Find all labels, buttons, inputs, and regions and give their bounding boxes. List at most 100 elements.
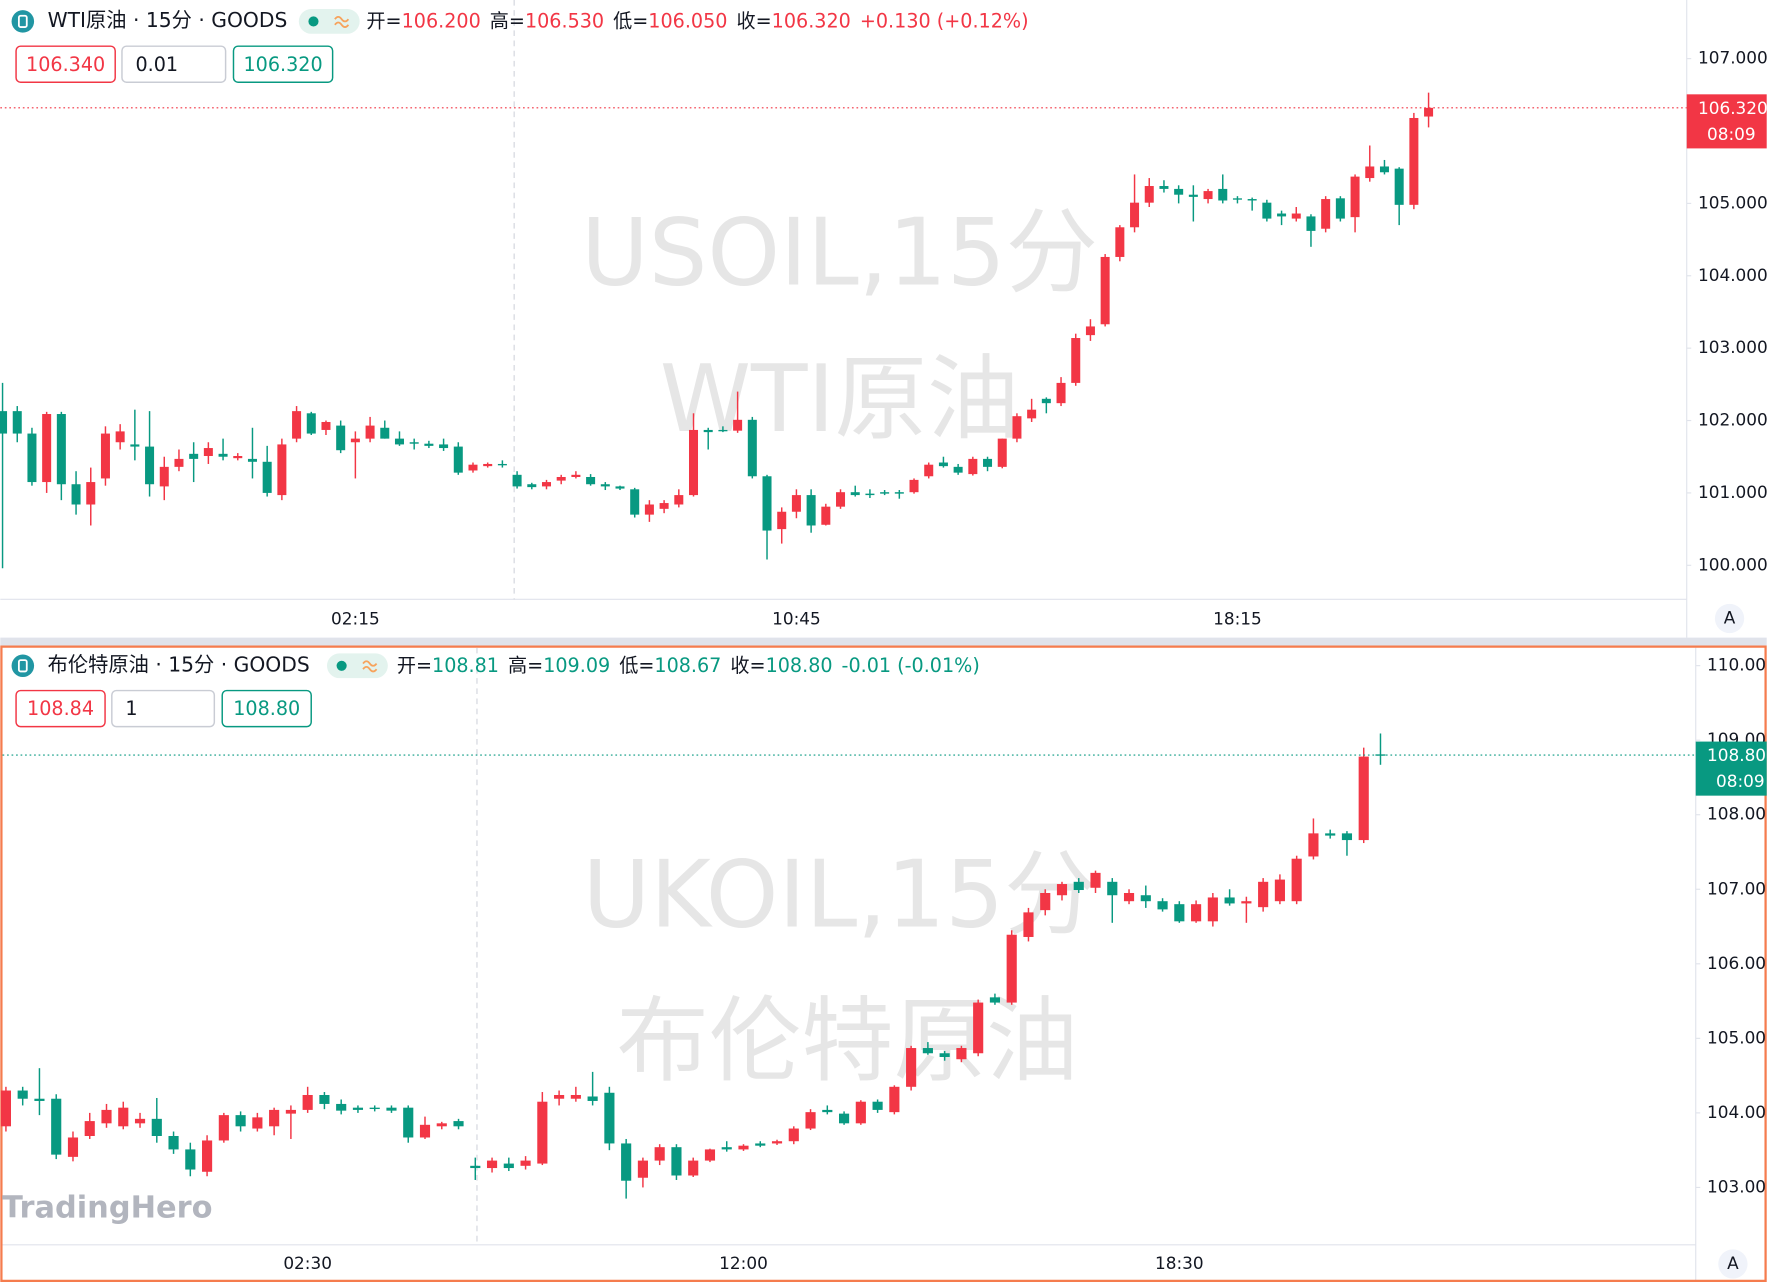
ohlc-legend: 开=106.200 高=106.530 低=106.050 收=106.320 +0.1… [366, 9, 1028, 32]
candle-body [185, 1149, 196, 1170]
status-dot [336, 660, 347, 671]
candle-body [689, 429, 699, 496]
quote-box[interactable] [111, 689, 216, 728]
quote-box[interactable] [15, 689, 106, 728]
candle-body [218, 453, 228, 457]
candle-body [855, 1101, 866, 1124]
legend-key: 开= [397, 653, 432, 676]
candle-body [541, 482, 552, 487]
candle-body [953, 466, 963, 473]
candle-body [1174, 188, 1184, 195]
candle-body [1056, 884, 1068, 896]
candle-body [0, 1090, 11, 1127]
candle-body [637, 1160, 648, 1178]
candle-body [822, 1109, 833, 1113]
candle-body [71, 484, 81, 505]
symbol-title: 布伦特原油 · 15分 · GOODS [48, 652, 310, 676]
candle-body [168, 1135, 179, 1150]
candle-body [1071, 338, 1081, 383]
candle-body [100, 433, 110, 479]
candle-body [218, 1115, 229, 1141]
candle-body [889, 1086, 900, 1113]
quote-box[interactable] [232, 45, 334, 83]
candle-body [654, 1147, 665, 1161]
auto-scale-label[interactable]: A [1724, 607, 1736, 627]
candle-body [145, 446, 155, 485]
candle-body [909, 479, 919, 493]
candle-body [806, 495, 816, 526]
quote-box[interactable] [15, 45, 116, 83]
quote-value[interactable]: 106.340 [26, 53, 105, 76]
candle-body [424, 443, 434, 446]
candle-body [703, 429, 713, 433]
candle-body [1040, 892, 1051, 911]
candle-body [306, 413, 316, 434]
candle-body [1232, 198, 1242, 200]
status-wave [334, 16, 350, 28]
candle-body [1041, 398, 1051, 404]
x-tick-label: 12:00 [719, 1253, 768, 1273]
y-tick-label: 100.000 [1698, 554, 1767, 574]
candle-body [997, 438, 1007, 467]
candle-body [894, 492, 904, 494]
quote-value[interactable]: 108.80 [233, 697, 300, 720]
candle-body [621, 1143, 632, 1181]
candle-body [1012, 416, 1022, 439]
candle-body [1115, 227, 1125, 257]
candle-body [319, 1094, 330, 1104]
quote-box[interactable] [121, 45, 227, 83]
watermark: USOIL,15分 [581, 198, 1098, 306]
quote-value[interactable]: 108.84 [27, 697, 94, 720]
candle-body [956, 1048, 967, 1060]
candle-body [470, 1165, 481, 1169]
candle-body [1073, 881, 1084, 891]
legend-value: 108.67 [654, 653, 721, 676]
candle-body [151, 1118, 162, 1136]
candle-body [1023, 912, 1034, 937]
candle-body [336, 425, 346, 451]
candle-body [503, 1163, 514, 1169]
candle-body [1188, 194, 1198, 197]
quote-value[interactable]: 1 [125, 697, 137, 720]
auto-scale-button[interactable] [1714, 603, 1745, 634]
candle-body [839, 1113, 850, 1124]
candle-body [262, 461, 272, 493]
quote-value[interactable]: 0.01 [135, 53, 178, 76]
candle-body [718, 429, 728, 432]
auto-scale-button[interactable] [1718, 1249, 1748, 1279]
candle-body [755, 1143, 766, 1146]
candle-body [380, 427, 390, 439]
auto-scale-label[interactable]: A [1727, 1253, 1739, 1273]
candle-body [321, 421, 331, 430]
y-tick-label: 104.000 [1698, 265, 1767, 285]
x-tick-label: 02:15 [331, 609, 380, 629]
candle-body [409, 442, 419, 444]
candle-body [805, 1112, 816, 1129]
legend-change: -0.01 (-0.01%) [842, 653, 980, 676]
candle-body [56, 414, 66, 485]
y-tick-label: 103.00 [1707, 1176, 1766, 1196]
candle-body [394, 438, 404, 445]
status-badge [298, 9, 360, 34]
candle-body [922, 1048, 933, 1054]
candle-body [586, 476, 596, 485]
quote-box[interactable] [221, 689, 312, 728]
quote-value[interactable]: 106.320 [243, 53, 322, 76]
watermark: 布伦特原油 [617, 987, 1079, 1095]
candle-body [134, 1118, 146, 1124]
candle-body [939, 1053, 950, 1057]
candle-body [1130, 202, 1140, 228]
candle-body [453, 1121, 464, 1127]
candle-body [1174, 904, 1185, 922]
candle-body [1157, 901, 1168, 910]
candle-body [983, 458, 993, 467]
symbol-icon-glyph [17, 14, 28, 28]
legend-key: 高= [508, 653, 543, 676]
candle-body [865, 493, 875, 496]
legend-key: 收= [736, 9, 771, 32]
candle-body [203, 448, 213, 457]
candle-body [968, 458, 978, 475]
legend-value: 106.200 [402, 9, 481, 32]
candle-body [1191, 904, 1202, 922]
price-tag [1695, 741, 1767, 796]
